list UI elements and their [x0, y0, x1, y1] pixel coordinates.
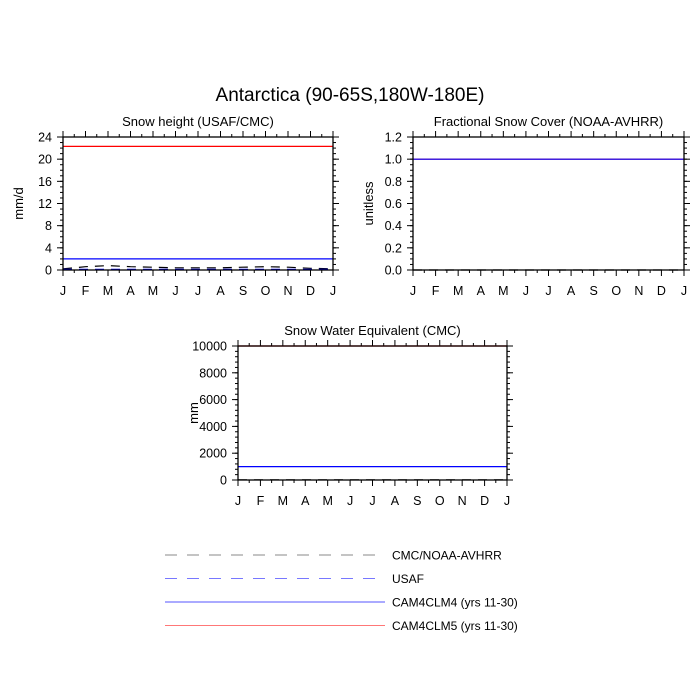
y-tick-label: 2000: [199, 447, 227, 461]
y-tick-label: 0.6: [385, 197, 402, 211]
x-tick-label: O: [435, 494, 445, 508]
y-tick-label: 8: [45, 219, 52, 233]
x-tick-label: F: [257, 494, 265, 508]
plot-frame: [412, 136, 685, 271]
x-tick-label: F: [432, 284, 440, 298]
x-tick-label: M: [322, 494, 332, 508]
y-tick-label: 1.2: [385, 131, 402, 145]
x-tick-label: J: [504, 494, 510, 508]
x-tick-label: J: [330, 284, 336, 298]
x-tick-label: J: [172, 284, 178, 298]
y-tick-label: 0.8: [385, 175, 402, 189]
y-tick-label: 0: [220, 474, 227, 488]
x-tick-label: F: [82, 284, 90, 298]
x-tick-label: A: [301, 494, 310, 508]
y-axis-label: mm/d: [11, 187, 26, 220]
x-tick-label: S: [239, 284, 247, 298]
legend-label: CMC/NOAA-AVHRR: [392, 549, 502, 563]
x-tick-label: J: [523, 284, 529, 298]
x-tick-label: N: [458, 494, 467, 508]
y-axis-label: unitless: [361, 181, 376, 226]
x-tick-label: D: [306, 284, 315, 298]
y-tick-label: 0: [45, 264, 52, 278]
x-tick-label: M: [498, 284, 508, 298]
y-tick-label: 4: [45, 241, 52, 255]
x-tick-label: O: [611, 284, 621, 298]
x-tick-label: J: [545, 284, 551, 298]
y-tick-label: 6000: [199, 393, 227, 407]
legend-label: USAF: [392, 572, 424, 586]
y-tick-label: 20: [38, 153, 52, 167]
chart-panel-3: Snow Water Equivalent (CMC) mm 0 2000 4000 60…: [186, 323, 513, 508]
x-tick-label: D: [657, 284, 666, 298]
y-tick-label: 16: [38, 175, 52, 189]
y-tick-label: 10000: [192, 340, 227, 354]
legend-label: CAM4CLM4 (yrs 11-30): [392, 596, 518, 610]
y-tick-label: 0.4: [385, 219, 402, 233]
plot-frame: [237, 345, 508, 481]
y-tick-label: 4000: [199, 420, 227, 434]
x-tick-label: M: [148, 284, 158, 298]
x-tick-label: S: [589, 284, 597, 298]
x-tick-label: J: [369, 494, 375, 508]
panel-title: Snow height (USAF/CMC): [122, 114, 274, 129]
x-tick-label: J: [347, 494, 353, 508]
x-tick-label: J: [60, 284, 66, 298]
y-axis-label: mm: [186, 402, 201, 424]
x-tick-label: D: [480, 494, 489, 508]
chart-panel-2: Fractional Snow Cover (NOAA-AVHRR) unitle…: [361, 114, 690, 298]
y-tick-label: 8000: [199, 366, 227, 380]
x-tick-label: J: [235, 494, 241, 508]
x-tick-label: M: [278, 494, 288, 508]
x-tick-label: J: [681, 284, 687, 298]
y-tick-label: 12: [38, 197, 52, 211]
plot-frame: [62, 136, 334, 271]
y-tick-label: 0.2: [385, 241, 402, 255]
panel-title: Snow Water Equivalent (CMC): [284, 323, 461, 338]
x-tick-label: A: [477, 284, 486, 298]
x-tick-label: N: [634, 284, 643, 298]
y-tick-label: 1.0: [385, 153, 402, 167]
x-tick-label: J: [410, 284, 416, 298]
x-tick-label: A: [391, 494, 400, 508]
x-tick-label: A: [567, 284, 576, 298]
legend: CMC/NOAA-AVHRR USAF CAM4CLM4 (yrs 11-30) CA…: [165, 549, 518, 633]
x-tick-label: M: [453, 284, 463, 298]
panel-title: Fractional Snow Cover (NOAA-AVHRR): [434, 114, 663, 129]
x-tick-label: A: [216, 284, 225, 298]
series-line: [63, 264, 333, 270]
x-tick-label: O: [261, 284, 271, 298]
x-tick-label: N: [283, 284, 292, 298]
x-tick-label: J: [195, 284, 201, 298]
y-tick-label: 0.0: [385, 264, 402, 278]
x-tick-label: S: [413, 494, 421, 508]
figure-title: Antarctica (90-65S,180W-180E): [216, 85, 485, 106]
x-tick-label: A: [126, 284, 135, 298]
y-tick-label: 24: [38, 131, 52, 145]
x-tick-label: M: [103, 284, 113, 298]
legend-label: CAM4CLM5 (yrs 11-30): [392, 619, 518, 633]
